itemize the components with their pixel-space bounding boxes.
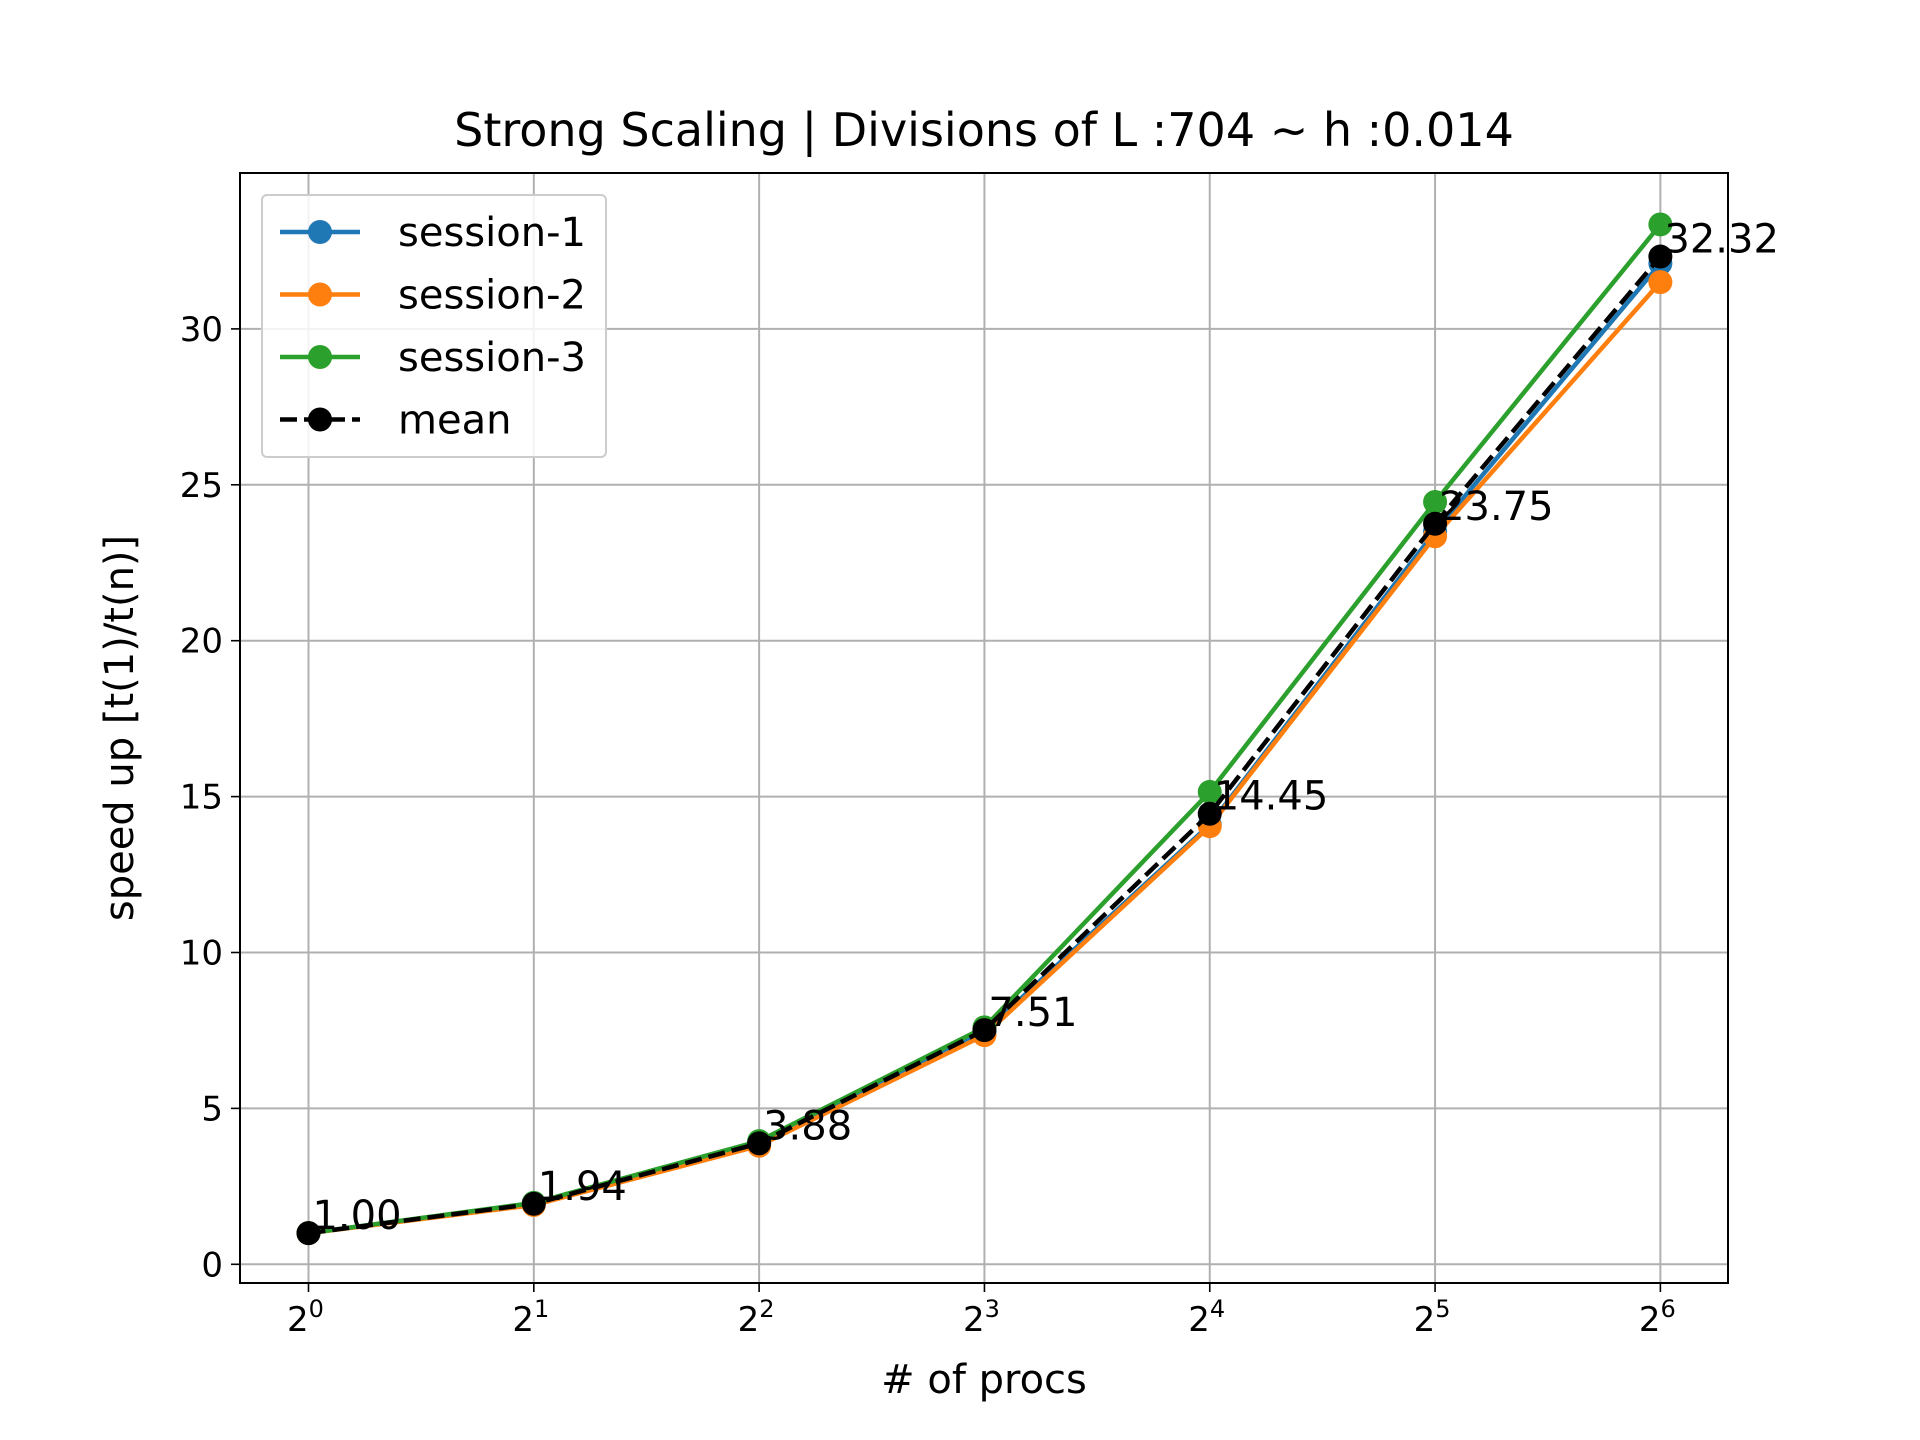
y-tick-label: 20 xyxy=(180,622,223,662)
annotation-layer: 1.00 1.94 3.88 7.51 14.45 23.75 32.32 xyxy=(312,217,1778,1240)
x-tick-base: 2 xyxy=(1188,1300,1210,1340)
data-point-mean xyxy=(296,1221,321,1246)
y-tick-label: 25 xyxy=(180,466,223,506)
mean-value-label: 14.45 xyxy=(1214,774,1329,820)
grid-layer xyxy=(240,173,1728,1283)
y-tick-label: 0 xyxy=(201,1245,223,1285)
x-tick-base: 2 xyxy=(738,1300,760,1340)
mean-value-label: 23.75 xyxy=(1439,484,1554,530)
x-tick-exponent: 5 xyxy=(1435,1295,1450,1323)
x-tick-exponent: 2 xyxy=(759,1295,774,1323)
legend-marker-mean xyxy=(308,407,332,432)
mean-value-label: 1.00 xyxy=(312,1193,401,1239)
legend-label-session-1: session-1 xyxy=(398,210,586,256)
mean-value-label: 32.32 xyxy=(1664,217,1779,263)
x-tick-label: 20 xyxy=(287,1295,324,1340)
x-tick-label: 24 xyxy=(1188,1295,1225,1340)
data-point-mean xyxy=(1648,244,1673,269)
series-layer xyxy=(296,212,1673,1246)
mean-value-label: 3.88 xyxy=(763,1103,852,1149)
mean-value-label: 7.51 xyxy=(988,990,1077,1036)
x-tick-label: 22 xyxy=(738,1295,775,1340)
y-tick-label: 5 xyxy=(201,1089,223,1129)
chart-title: Strong Scaling | Divisions of L :704 ~ h… xyxy=(454,103,1514,158)
y-tick-label: 15 xyxy=(180,778,223,818)
data-point-mean xyxy=(747,1131,772,1156)
data-point-mean xyxy=(1423,511,1448,536)
x-axis-title: # of procs xyxy=(881,1357,1087,1403)
x-tick-exponent: 4 xyxy=(1210,1295,1225,1323)
y-tick-label: 10 xyxy=(180,933,223,973)
x-tick-base: 2 xyxy=(512,1300,534,1340)
data-point-session-2 xyxy=(1648,270,1673,295)
legend-marker-session-2 xyxy=(308,282,332,307)
x-tick-label: 23 xyxy=(963,1295,1000,1340)
data-point-session-3 xyxy=(1648,212,1673,237)
legend: session-1 session-2 session-3 mean xyxy=(261,194,607,458)
legend-label-mean: mean xyxy=(398,398,511,444)
x-tick-label: 25 xyxy=(1414,1295,1451,1340)
legend-frame xyxy=(261,194,607,458)
x-tick-base: 2 xyxy=(287,1300,309,1340)
x-tick-exponent: 0 xyxy=(309,1295,324,1323)
data-point-mean xyxy=(521,1191,546,1216)
legend-label-session-2: session-2 xyxy=(398,273,586,319)
legend-label-session-3: session-3 xyxy=(398,335,586,381)
legend-marker-session-3 xyxy=(308,345,332,369)
y-tick-label: 30 xyxy=(180,310,223,350)
x-tick-label: 21 xyxy=(512,1295,549,1340)
x-tick-base: 2 xyxy=(963,1300,985,1340)
data-point-session-3 xyxy=(1197,779,1222,804)
x-tick-exponent: 6 xyxy=(1661,1295,1676,1323)
data-point-mean xyxy=(1197,801,1222,826)
x-tick-base: 2 xyxy=(1414,1300,1436,1340)
y-axis-title: speed up [t(1)/t(n)] xyxy=(97,535,143,921)
data-point-session-3 xyxy=(1423,489,1448,514)
data-point-mean xyxy=(972,1018,997,1043)
x-tick-label: 26 xyxy=(1639,1295,1676,1340)
x-tick-exponent: 3 xyxy=(985,1295,1000,1323)
x-tick-exponent: 1 xyxy=(534,1295,549,1323)
legend-marker-session-1 xyxy=(308,220,332,244)
mean-value-label: 1.94 xyxy=(538,1164,627,1210)
x-tick-base: 2 xyxy=(1639,1300,1661,1340)
